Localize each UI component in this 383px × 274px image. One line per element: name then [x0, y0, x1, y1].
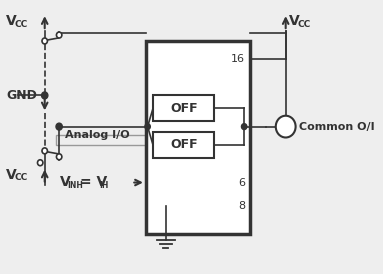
Bar	[146, 41, 250, 234]
Circle shape	[41, 92, 48, 99]
Circle shape	[241, 124, 247, 130]
Text: Analog I/O: Analog I/O	[65, 130, 129, 140]
Text: CC: CC	[14, 173, 27, 182]
Bar	[153, 95, 214, 121]
Bar	[153, 132, 214, 158]
Text: 6: 6	[238, 178, 245, 187]
Circle shape	[42, 148, 47, 154]
Text: OFF: OFF	[170, 102, 198, 115]
Circle shape	[38, 160, 43, 166]
Text: INH: INH	[67, 181, 83, 190]
Text: V: V	[6, 168, 16, 182]
Circle shape	[145, 124, 150, 130]
Circle shape	[276, 116, 296, 138]
Text: V: V	[6, 14, 16, 28]
Text: CC: CC	[14, 20, 27, 29]
Circle shape	[56, 123, 62, 130]
Text: V: V	[289, 14, 300, 28]
Text: 16: 16	[231, 54, 245, 64]
Text: V: V	[60, 175, 71, 189]
Circle shape	[42, 38, 47, 44]
Text: 8: 8	[238, 201, 245, 211]
Bar	[56, 135, 147, 145]
Circle shape	[56, 154, 62, 160]
Text: GND: GND	[6, 89, 37, 102]
Circle shape	[56, 32, 62, 38]
Text: Common O/I: Common O/I	[299, 122, 375, 132]
Text: OFF: OFF	[170, 138, 198, 152]
Text: CC: CC	[298, 20, 311, 29]
Text: IH: IH	[99, 181, 108, 190]
Text: = V: = V	[80, 175, 107, 189]
